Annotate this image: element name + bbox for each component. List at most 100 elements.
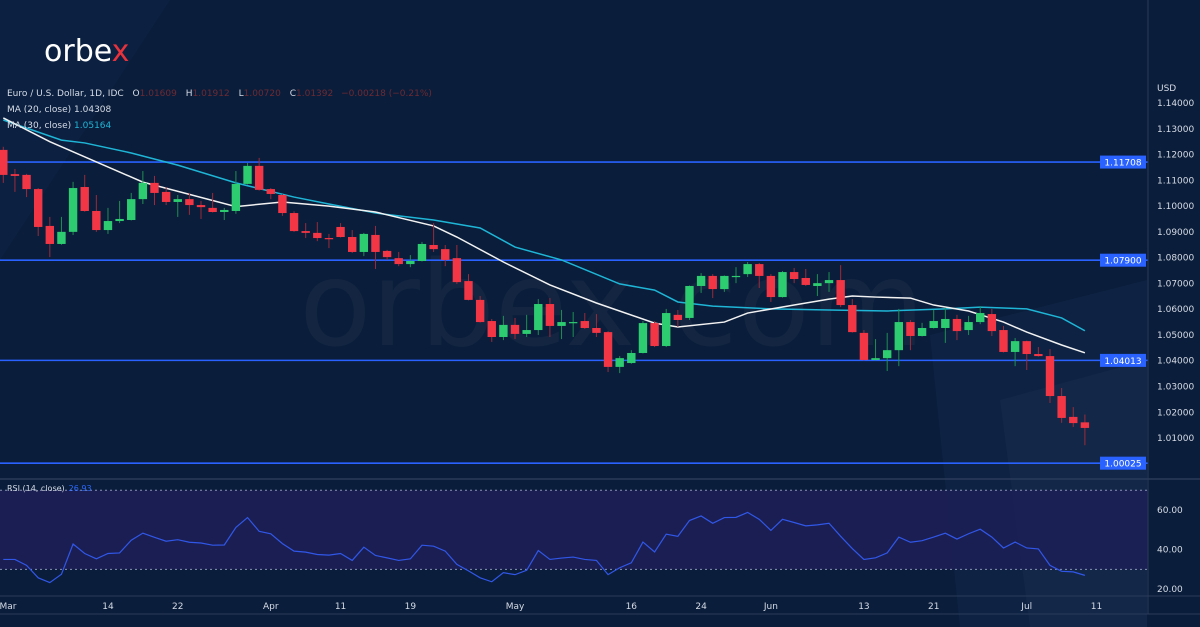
candle-body	[685, 285, 694, 318]
legend-ma30-row: MA (30, close) 1.05164	[7, 118, 432, 134]
candle-body	[359, 233, 369, 252]
candle	[638, 321, 648, 354]
candle-body	[196, 205, 206, 208]
candle	[196, 200, 206, 219]
candle	[1080, 414, 1090, 446]
level-price-tag	[1100, 353, 1146, 367]
legend-symbol-row: Euro / U.S. Dollar, 1D, IDC O1.01609 H1.…	[7, 86, 432, 102]
candle	[510, 317, 520, 340]
candle	[57, 216, 66, 245]
candle	[964, 315, 973, 335]
candle-body	[231, 183, 241, 211]
candle-body	[568, 322, 578, 324]
change-value: −0.00218 (−0.21%)	[341, 89, 432, 99]
candle	[685, 285, 694, 320]
rsi-tick-label: 40.00	[1157, 546, 1183, 556]
candle-body	[906, 322, 915, 336]
candle	[871, 339, 880, 361]
candle-body	[301, 231, 310, 233]
candle	[801, 268, 810, 286]
candle-body	[510, 324, 520, 334]
candle-body	[406, 260, 415, 265]
candle	[499, 315, 508, 341]
candle-body	[871, 358, 880, 360]
candle	[464, 274, 473, 301]
rsi-band	[0, 490, 1148, 570]
candle	[673, 309, 683, 327]
rsi-value: 26.93	[68, 484, 92, 493]
high-label: H	[185, 89, 193, 99]
candle-body	[882, 350, 892, 359]
candle-body	[103, 221, 113, 231]
rsi-label: RSI (14, close)	[7, 484, 65, 493]
candle-body	[650, 323, 659, 347]
time-tick-label: 13	[858, 602, 869, 612]
candle-body	[115, 218, 124, 222]
candle-body	[150, 182, 159, 193]
candle	[534, 299, 543, 335]
candle	[568, 312, 578, 338]
candle-body	[534, 304, 543, 331]
candle-body	[68, 188, 78, 232]
candle	[580, 313, 589, 330]
candle-body	[348, 237, 357, 252]
candle	[127, 192, 136, 221]
candle-body	[673, 314, 683, 320]
candle-body	[185, 199, 194, 206]
close-label: C	[289, 89, 297, 99]
candle-body	[243, 165, 252, 184]
candle-body	[1022, 341, 1031, 355]
candle-body	[789, 272, 799, 280]
candle	[662, 308, 671, 348]
candle	[371, 225, 380, 269]
candle	[522, 314, 531, 338]
candle-body	[766, 275, 776, 298]
level-price-label: 1.00025	[1104, 460, 1141, 470]
candle	[161, 187, 171, 206]
candle	[836, 265, 845, 308]
candle-body	[487, 321, 496, 338]
decor-shape	[0, 0, 170, 260]
candle-body	[417, 243, 427, 261]
price-tick-label: 1.08000	[1157, 254, 1194, 264]
horizontal-levels	[0, 161, 1148, 464]
candle-body	[929, 321, 938, 328]
candle-body	[80, 187, 89, 211]
rsi-tick-label: 60.00	[1157, 506, 1183, 516]
candle	[185, 192, 194, 215]
candle-body	[371, 234, 380, 252]
candle-body	[894, 322, 904, 351]
time-tick-label: Apr	[263, 602, 279, 612]
candle-body	[824, 280, 834, 284]
candle-body	[836, 280, 845, 306]
candle	[557, 309, 566, 340]
candle-body	[429, 245, 438, 250]
candle	[1010, 338, 1020, 367]
candle-body	[208, 207, 217, 213]
candle-body	[220, 209, 229, 213]
candle-body	[999, 330, 1008, 352]
candle-body	[1057, 396, 1066, 418]
time-tick-label: Mar	[0, 602, 17, 612]
candle-body	[475, 299, 485, 323]
candle	[952, 314, 962, 341]
candle	[278, 193, 287, 216]
time-tick-label: 11	[335, 602, 346, 612]
rsi-legend: RSI (14, close) 26.93	[7, 484, 92, 493]
candle	[917, 322, 927, 337]
candle	[766, 274, 776, 302]
level-price-label: 1.11708	[1104, 159, 1141, 169]
candle-body	[22, 174, 31, 190]
candle	[336, 223, 345, 238]
candle	[115, 200, 124, 224]
open-label: O	[132, 89, 140, 99]
candle-body	[173, 199, 182, 202]
open-value: 1.01609	[139, 89, 177, 99]
candle-body	[603, 332, 613, 367]
candle-body	[382, 250, 392, 258]
time-tick-label: 11	[1091, 602, 1102, 612]
candle	[941, 307, 950, 343]
candle	[906, 319, 915, 351]
price-tick-label: 1.01000	[1157, 434, 1194, 444]
